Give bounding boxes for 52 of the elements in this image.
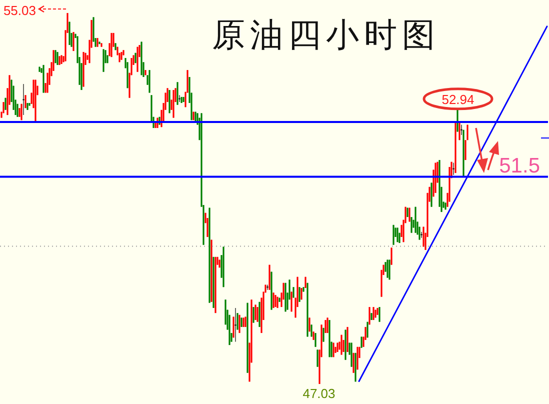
candlestick (396, 227, 398, 242)
candlestick (242, 317, 244, 328)
annotation: 55.03 (3, 3, 36, 18)
candlestick (234, 308, 236, 342)
candlestick (24, 94, 26, 108)
annotation: 47.03 (302, 386, 336, 401)
ref-line-label: 51.5 (499, 154, 540, 178)
candlestick (308, 317, 310, 332)
candlestick (236, 312, 238, 330)
candlestick (392, 224, 394, 246)
candlestick (54, 50, 56, 64)
candlestick (102, 48, 104, 72)
candlestick (326, 317, 328, 334)
annotation: 52.94 (442, 92, 474, 107)
candlestick (238, 314, 240, 334)
candlestick (378, 306, 380, 322)
candlestick (72, 32, 74, 52)
candlestick (390, 247, 392, 266)
candlestick (252, 306, 254, 324)
candlestick (452, 162, 454, 176)
candlestick (316, 349, 318, 368)
candlestick (388, 259, 390, 280)
candlestick (22, 84, 24, 116)
candlestick (386, 259, 388, 278)
candlestick (360, 336, 362, 348)
candlestick (4, 98, 6, 110)
chart-title: 原油四小时图 (212, 15, 440, 54)
candlestick (314, 332, 316, 348)
candlestick (298, 286, 300, 302)
candlestick (16, 104, 18, 118)
candlestick (332, 342, 334, 358)
candlestick (460, 124, 462, 136)
candlestick (368, 306, 370, 325)
candlestick (324, 320, 326, 333)
candlestick (352, 352, 354, 374)
candlestick (310, 324, 312, 337)
candlestick (56, 52, 58, 66)
candlestick (372, 307, 374, 320)
candlestick (254, 304, 256, 320)
candlestick (410, 216, 412, 234)
candlestick (240, 317, 242, 328)
candlestick (256, 306, 258, 322)
candlestick (322, 328, 324, 342)
candlestick (420, 232, 422, 238)
candlestick (272, 292, 274, 308)
candlestick (340, 334, 342, 356)
candlestick (178, 94, 180, 102)
candlestick (290, 291, 292, 312)
candlestick (266, 284, 268, 290)
candlestick (176, 82, 178, 106)
candlestick (464, 140, 466, 160)
candlestick (148, 70, 150, 94)
